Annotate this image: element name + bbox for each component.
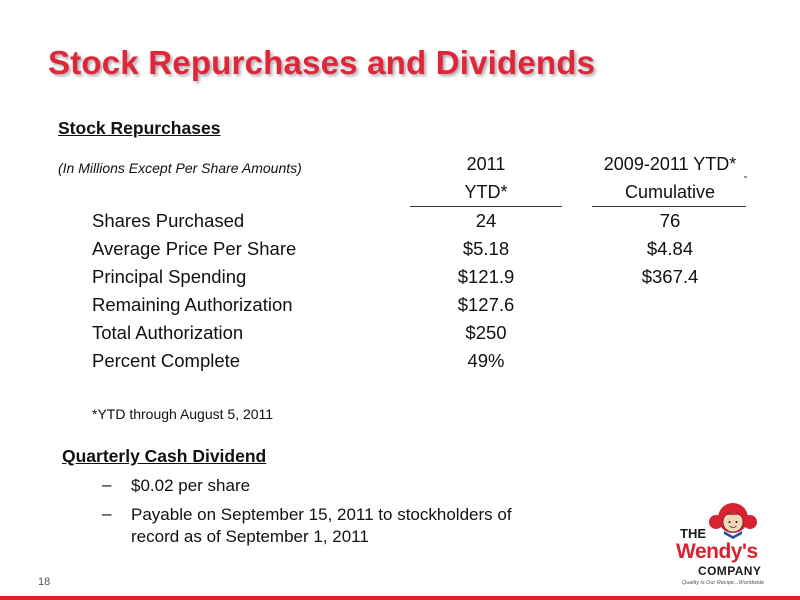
page-number: 18 [38,576,51,588]
bullet-dash-icon: – [102,504,112,523]
bullet-text: $0.02 per share [131,476,251,495]
row-value-2011: $5.18 [462,238,510,259]
row-label: Shares Purchased [92,210,245,231]
column-header-cumulative-line2: Cumulative [624,182,716,202]
row-label: Principal Spending [92,266,247,287]
row-value-cumulative: 76 [659,210,681,231]
column-header-2011-line1: 2011 [466,154,506,174]
footnote: *YTD through August 5, 2011 [92,406,274,422]
units-note: (In Millions Except Per Share Amounts) [58,160,302,176]
row-value-2011: 49% [467,350,505,371]
bullet-text: Payable on September 15, 2011 to stockho… [131,505,512,546]
bottom-accent-bar [0,596,800,600]
quarterly-dividend-heading: Quarterly Cash Dividend [62,446,267,466]
wendys-company-logo: THE Wendy's COMPANY Quality is Our Recip… [672,500,784,592]
row-label: Average Price Per Share [92,238,297,259]
logo-wendys: Wendy's [676,540,758,563]
column-header-cumulative-line1: 2009-2011 YTD* [603,154,737,174]
row-label: Percent Complete [92,350,241,371]
row-value-2011: $250 [465,322,507,343]
row-label: Total Authorization [92,322,244,343]
row-value-cumulative: $4.84 [646,238,694,259]
logo-the: THE [680,526,706,541]
row-value-2011: $127.6 [457,294,515,315]
column-underline-2011 [410,206,562,207]
row-value-2011: $121.9 [457,266,515,287]
logo-tagline: Quality is Our Recipe...Worldwide [682,580,765,586]
bullet-dash-icon: – [102,475,112,494]
column-header-2011-line2: YTD* [464,182,508,202]
decorative-mark [744,176,747,178]
slide-title: Stock Repurchases and Dividends [48,44,596,81]
logo-company: COMPANY [698,564,762,578]
column-underline-cumulative [592,206,746,207]
row-label: Remaining Authorization [92,294,293,315]
stock-repurchases-heading: Stock Repurchases [58,118,221,138]
row-value-2011: 24 [475,210,497,231]
row-value-cumulative: $367.4 [641,266,699,287]
wendy-girl-icon [709,503,757,539]
